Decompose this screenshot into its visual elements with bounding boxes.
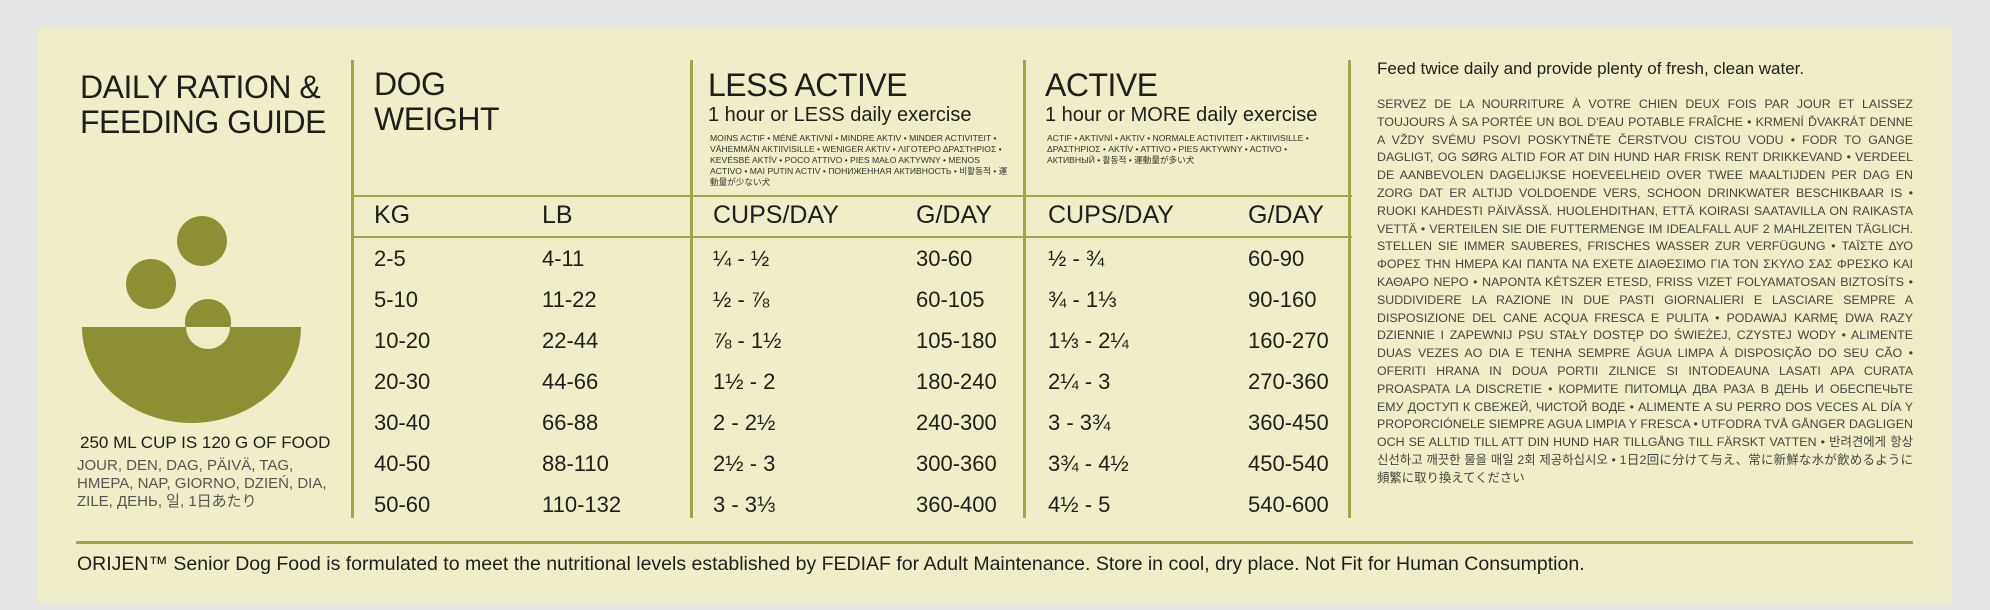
group-title: LESS ACTIVE xyxy=(708,67,908,103)
table-cell: 3 - 3⅓ xyxy=(713,492,776,517)
table-cell: 88-110 xyxy=(542,451,609,476)
header-rule xyxy=(352,195,1352,197)
table-cell: 10-20 xyxy=(374,328,431,353)
day-words: JOUR, DEN, DAG, PÄIVÄ, TAG, ΗΜΕΡΑ, NAP, … xyxy=(77,457,327,510)
table-cell: 50-60 xyxy=(374,492,431,517)
kibble xyxy=(177,216,227,266)
table-cell: 66-88 xyxy=(542,410,599,435)
table-cell: 4½ - 5 xyxy=(1048,492,1111,517)
right-heading: Feed twice daily and provide plenty of f… xyxy=(1377,59,1805,78)
kibble xyxy=(126,259,176,309)
column-header: G/DAY xyxy=(1248,201,1324,229)
column-header: LB xyxy=(542,201,573,229)
table-cell: 4-11 xyxy=(542,246,585,271)
column-header: CUPS/DAY xyxy=(1048,201,1174,229)
group-note: MOINS ACTIF • MÉNĚ AKTIVNÍ • MINDRE AKTI… xyxy=(710,133,1008,187)
table-cell: ¼ - ½ xyxy=(713,246,770,271)
table-cell: 360-400 xyxy=(916,492,997,517)
table-cell: 30-60 xyxy=(916,246,973,271)
table-cell: 180-240 xyxy=(916,369,997,394)
table-cell: 1½ - 2 xyxy=(713,369,776,394)
title-line: FEEDING GUIDE xyxy=(80,104,326,140)
table-cell: 44-66 xyxy=(542,369,599,394)
table-cell: 60-105 xyxy=(916,287,985,312)
group-subtitle: 1 hour or MORE daily exercise xyxy=(1045,104,1318,126)
table-cell: 270-360 xyxy=(1248,369,1329,394)
footer-text: ORIJEN™ Senior Dog Food is formulated to… xyxy=(77,553,1585,575)
label-panel xyxy=(38,28,1951,604)
table-cell: 110-132 xyxy=(542,492,622,517)
table-cell: 20-30 xyxy=(374,369,431,394)
column-header: G/DAY xyxy=(916,201,992,229)
column-header: KG xyxy=(374,201,411,229)
column-header: CUPS/DAY xyxy=(713,201,839,229)
kibble-cutout xyxy=(186,327,230,349)
group-title: ACTIVE xyxy=(1045,67,1158,103)
group-title: DOG WEIGHT xyxy=(374,67,499,137)
table-cell: 160-270 xyxy=(1248,328,1329,353)
table-cell: ⅞ - 1½ xyxy=(713,328,782,353)
table-cell: 450-540 xyxy=(1248,451,1329,476)
table-cell: 2-5 xyxy=(374,246,406,271)
footer-rule xyxy=(76,541,1913,544)
table-cell: 22-44 xyxy=(542,328,599,353)
bowl-icon xyxy=(82,216,301,423)
divider xyxy=(690,60,693,518)
table-cell: ½ - ⅞ xyxy=(713,287,770,312)
table-cell: ¾ - 1⅓ xyxy=(1048,287,1117,312)
divider xyxy=(351,60,354,518)
table-cell: 30-40 xyxy=(374,410,431,435)
table-cell: 360-450 xyxy=(1248,410,1329,435)
table-cell: ½ - ¾ xyxy=(1048,246,1105,271)
title-line: DAILY RATION & xyxy=(80,69,321,105)
title-line: WEIGHT xyxy=(374,101,499,137)
cup-note: 250 ML CUP IS 120 G OF FOOD xyxy=(80,433,331,452)
table-cell: 2¼ - 3 xyxy=(1048,369,1111,394)
title-line: DOG xyxy=(374,66,446,102)
table-cell: 540-600 xyxy=(1248,492,1329,517)
header-rule xyxy=(352,236,1352,238)
table-cell: 60-90 xyxy=(1248,246,1305,271)
table-cell: 3¾ - 4½ xyxy=(1048,451,1129,476)
table-cell: 105-180 xyxy=(916,328,997,353)
table-cell: 240-300 xyxy=(916,410,997,435)
table-cell: 90-160 xyxy=(1248,287,1317,312)
table-cell: 300-360 xyxy=(916,451,997,476)
table-cell: 40-50 xyxy=(374,451,431,476)
table-cell: 2 - 2½ xyxy=(713,410,776,435)
table-cell: 1⅓ - 2¼ xyxy=(1048,328,1129,353)
table-cell: 5-10 xyxy=(374,287,419,312)
table-cell: 3 - 3¾ xyxy=(1048,410,1111,435)
divider xyxy=(1348,60,1351,518)
bowl xyxy=(82,327,301,423)
group-note: ACTIF • AKTIVNÍ • AKTIV • NORMALE ACTIVI… xyxy=(1047,133,1309,165)
multilingual-instructions: SERVEZ DE LA NOURRITURE À VOTRE CHIEN DE… xyxy=(1377,97,1913,485)
group-subtitle: 1 hour or LESS daily exercise xyxy=(708,104,972,126)
table-cell: 11-22 xyxy=(542,287,597,312)
guide-title: DAILY RATION & FEEDING GUIDE xyxy=(80,70,326,140)
divider xyxy=(1023,60,1026,518)
table-cell: 2½ - 3 xyxy=(713,451,776,476)
